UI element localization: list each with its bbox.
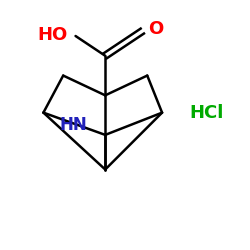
Text: HN: HN — [59, 116, 87, 134]
Text: HCl: HCl — [190, 104, 224, 122]
Text: HO: HO — [37, 26, 67, 44]
Text: O: O — [148, 20, 164, 38]
